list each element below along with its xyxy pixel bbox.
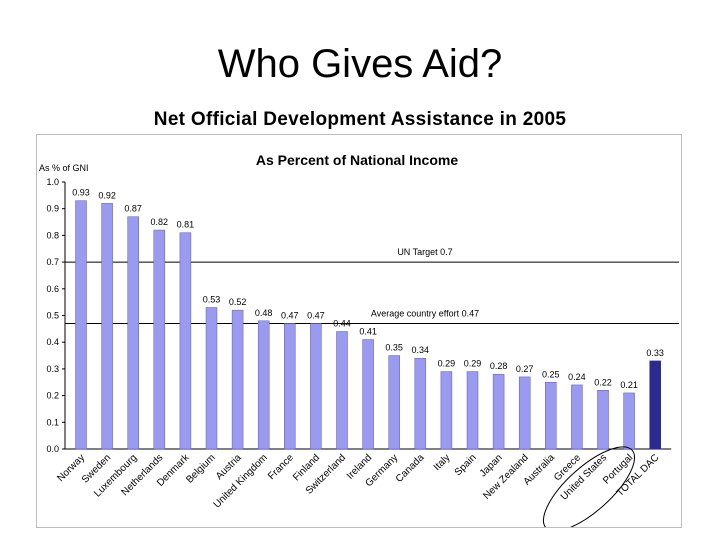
bar bbox=[179, 232, 192, 450]
bar-value-label: 0.82 bbox=[151, 217, 169, 227]
bar bbox=[75, 200, 87, 450]
highlight-ellipse bbox=[542, 446, 636, 527]
y-tick-label: 0.2 bbox=[46, 391, 59, 401]
bar bbox=[518, 376, 531, 450]
bar bbox=[440, 371, 453, 450]
chart-panel: As Percent of National Income As % of GN… bbox=[36, 134, 682, 528]
bar bbox=[466, 371, 479, 450]
bar-value-label: 0.24 bbox=[568, 372, 586, 382]
y-tick-label: 0.0 bbox=[46, 444, 59, 454]
bar-value-label: 0.35 bbox=[385, 343, 403, 353]
bar bbox=[284, 323, 296, 450]
bar bbox=[649, 360, 661, 450]
bar bbox=[362, 339, 374, 450]
bar bbox=[414, 357, 427, 450]
bar-value-label: 0.44 bbox=[333, 319, 351, 329]
bar-value-label: 0.41 bbox=[359, 327, 377, 337]
bar-value-label: 0.92 bbox=[98, 190, 116, 200]
bar-value-label: 0.53 bbox=[203, 294, 221, 304]
y-tick-label: 0.6 bbox=[46, 284, 59, 294]
y-tick-label: 0.5 bbox=[46, 311, 59, 321]
bar bbox=[310, 323, 322, 450]
reference-line-label: UN Target 0.7 bbox=[397, 247, 452, 257]
category-label: Italy bbox=[432, 452, 453, 473]
y-tick-label: 0.8 bbox=[46, 230, 59, 240]
bar bbox=[336, 331, 348, 450]
bar bbox=[597, 390, 609, 450]
bar-value-label: 0.81 bbox=[177, 220, 195, 230]
bar-value-label: 0.22 bbox=[594, 377, 612, 387]
slide-subtitle: Net Official Development Assistance in 2… bbox=[153, 109, 567, 130]
bar-value-label: 0.48 bbox=[255, 308, 273, 318]
bar bbox=[101, 203, 113, 450]
category-label: Canada bbox=[394, 452, 427, 485]
bar-value-label: 0.25 bbox=[542, 369, 560, 379]
bar bbox=[257, 320, 270, 450]
bar-value-label: 0.29 bbox=[438, 359, 456, 369]
bar bbox=[127, 216, 139, 450]
bar-value-label: 0.47 bbox=[307, 311, 325, 321]
chart-title: As Percent of National Income bbox=[256, 152, 458, 168]
y-tick-label: 0.3 bbox=[46, 364, 59, 374]
bar bbox=[388, 355, 400, 450]
bar bbox=[571, 384, 583, 450]
bar-value-label: 0.52 bbox=[229, 297, 247, 307]
bar-value-label: 0.87 bbox=[124, 204, 142, 214]
bar bbox=[492, 373, 505, 450]
bar-value-label: 0.27 bbox=[516, 364, 534, 374]
category-label: Spain bbox=[453, 452, 479, 478]
y-tick-label: 0.7 bbox=[46, 257, 59, 267]
bar-value-label: 0.33 bbox=[646, 348, 664, 358]
bar bbox=[153, 229, 166, 450]
bar bbox=[231, 309, 244, 450]
bar bbox=[205, 307, 218, 450]
bar-value-label: 0.28 bbox=[490, 361, 508, 371]
y-axis-label: As % of GNI bbox=[39, 163, 89, 173]
bar-value-label: 0.34 bbox=[412, 345, 430, 355]
y-tick-label: 0.1 bbox=[46, 417, 59, 427]
category-label: Belgium bbox=[184, 452, 217, 485]
bar-value-label: 0.29 bbox=[464, 359, 482, 369]
bar bbox=[623, 392, 635, 450]
y-tick-label: 0.4 bbox=[46, 337, 59, 347]
bar-value-label: 0.93 bbox=[72, 188, 90, 198]
oda-bar-chart: As Percent of National Income As % of GN… bbox=[39, 152, 679, 527]
slide-title: Who Gives Aid? bbox=[217, 42, 503, 86]
reference-line-label: Average country effort 0.47 bbox=[371, 309, 479, 319]
plot-area: 0.0 0.1 0.2 0.3 0.4 0.5 0.6 0.7 0.8 0.9 1.0 UN Targ… bbox=[46, 177, 679, 527]
y-tick-label: 1.0 bbox=[46, 177, 59, 187]
y-tick-label: 0.9 bbox=[46, 204, 59, 214]
bar-value-label: 0.21 bbox=[620, 380, 638, 390]
bar-value-label: 0.47 bbox=[281, 311, 299, 321]
bar bbox=[545, 382, 557, 450]
